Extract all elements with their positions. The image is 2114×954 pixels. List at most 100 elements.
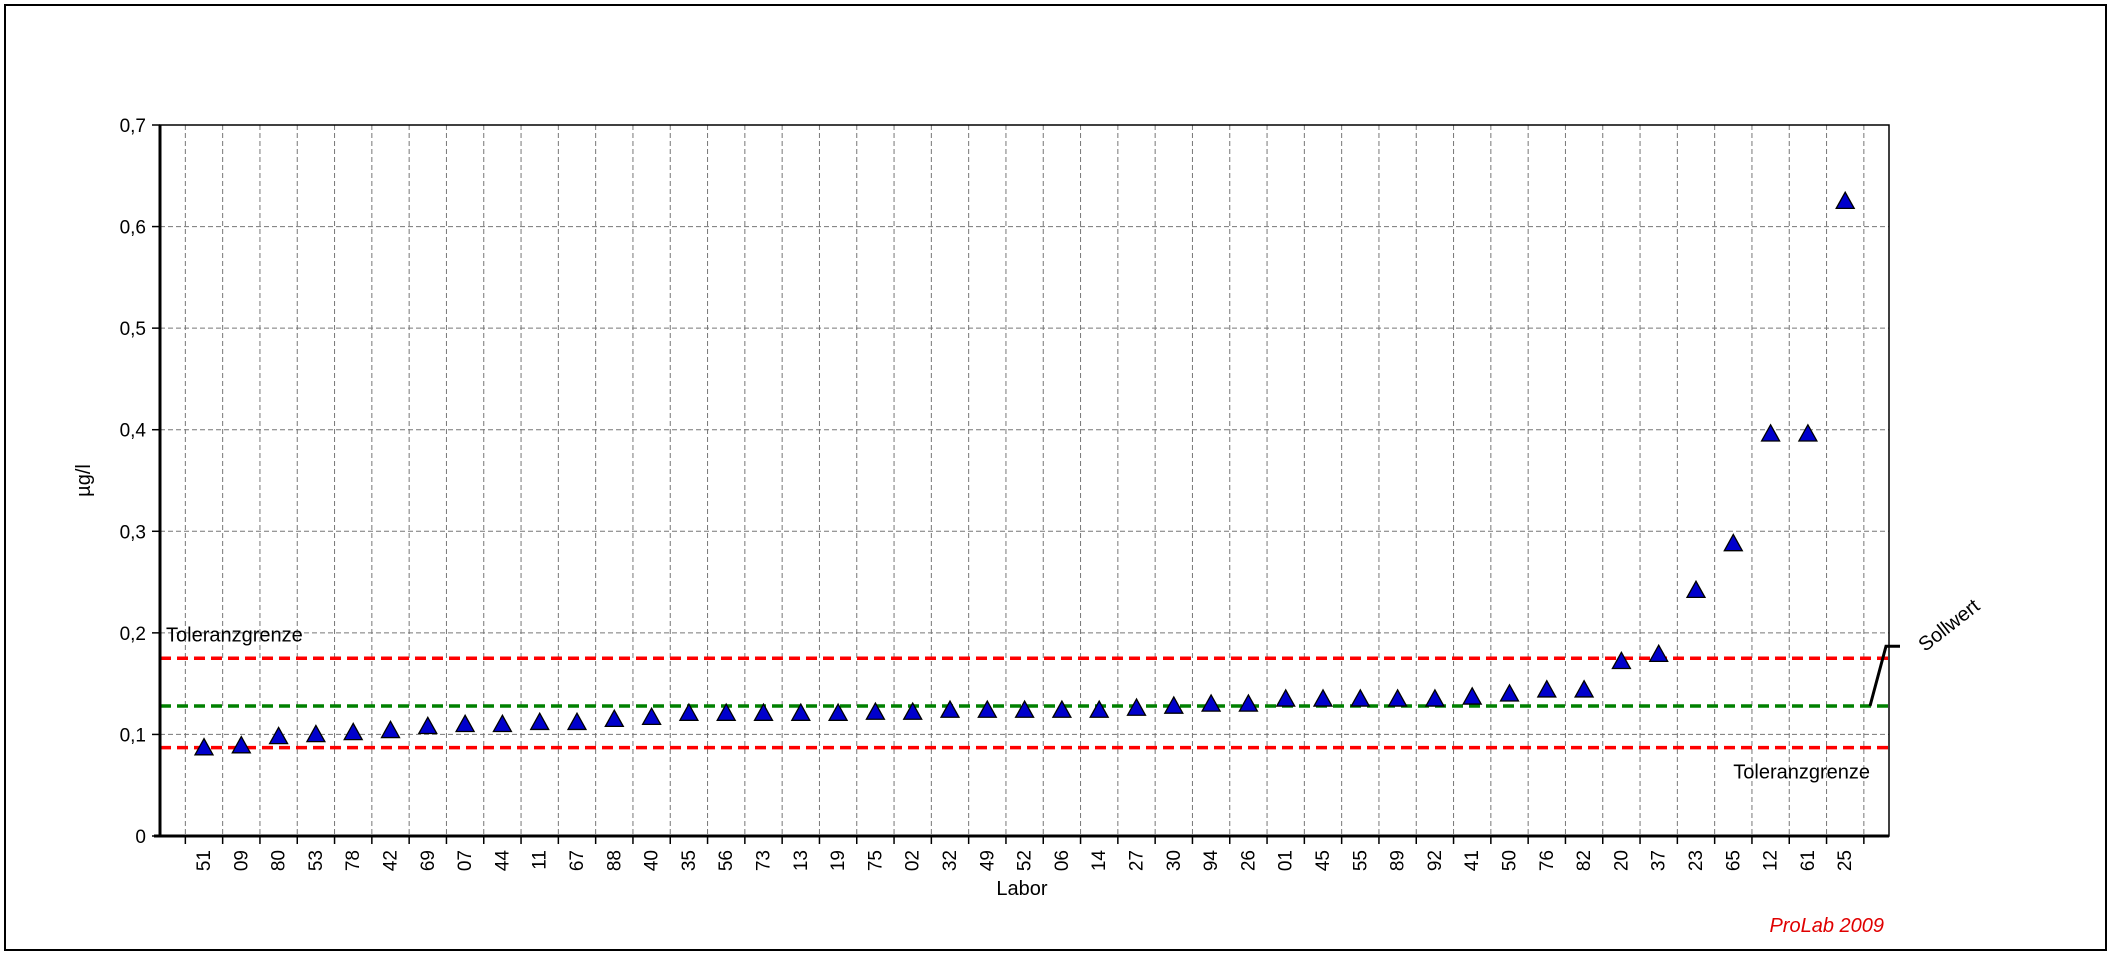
data-point: [529, 711, 550, 731]
x-tick-label: 19: [828, 850, 849, 871]
data-point: [1462, 686, 1483, 705]
x-tick-label: 76: [1537, 850, 1558, 871]
y-tick-label: 0,3: [120, 522, 146, 543]
x-tick-label: 35: [679, 850, 700, 871]
data-point: [566, 711, 588, 731]
x-tick-label: 80: [269, 850, 290, 871]
target-value-leader-line: [1868, 644, 1900, 707]
data-point: [678, 702, 700, 721]
x-tick-label: 42: [381, 850, 402, 871]
data-point: [1312, 688, 1334, 707]
data-point: [268, 726, 289, 745]
x-tick-label: 40: [642, 850, 663, 871]
data-point: [1051, 699, 1073, 718]
data-point: [1536, 679, 1557, 698]
data-point: [827, 702, 849, 721]
data-point: [716, 702, 737, 721]
data-point: [1014, 699, 1035, 718]
x-tick-label: 27: [1127, 850, 1148, 871]
x-tick-label: 53: [306, 850, 327, 871]
data-point: [1424, 688, 1446, 707]
x-tick-label: 37: [1649, 850, 1670, 871]
data-point: [343, 722, 364, 741]
x-tick-label: 88: [604, 850, 625, 871]
data-point: [1126, 697, 1147, 716]
x-tick-label: 55: [1350, 850, 1371, 871]
x-tick-label: 75: [865, 850, 886, 871]
x-tick-label: 61: [1798, 850, 1819, 871]
data-point: [1685, 579, 1707, 599]
data-point: [1611, 650, 1632, 670]
data-point: [1723, 533, 1744, 552]
data-point: [417, 715, 438, 735]
x-tick-label: 92: [1425, 850, 1446, 871]
x-tick-label: 44: [492, 850, 513, 872]
x-tick-label: 67: [567, 850, 588, 871]
y-axis-title: µg/l: [73, 464, 95, 497]
lower-tolerance-label: Toleranzgrenze: [1733, 762, 1870, 784]
credit-text: ProLab 2009: [1769, 915, 1884, 937]
data-point: [380, 720, 401, 739]
data-point: [1499, 683, 1520, 702]
x-tick-label: 23: [1686, 850, 1707, 871]
data-point: [492, 713, 513, 733]
x-tick-label: 02: [903, 850, 924, 871]
data-point: [641, 706, 662, 726]
grid: [160, 124, 1889, 836]
data-point: [305, 724, 327, 743]
y-tick-label: 0,7: [120, 116, 146, 137]
x-tick-label: 45: [1313, 850, 1334, 871]
data-point: [753, 702, 774, 721]
x-tick-label: 52: [1015, 850, 1036, 871]
data-point: [231, 735, 252, 754]
x-tick-label: 09: [231, 850, 252, 871]
x-axis-ticks: 51 09 80 53 78 42 69 07 44 11 67 88 40 35 56 73 13 19 75 02…: [184, 836, 1865, 872]
upper-tolerance-label: Toleranzgrenze: [166, 624, 303, 646]
y-axis-ticks: 0 0,1 0,2 0,3 0,4 0,5 0,6 0,7: [120, 116, 160, 848]
data-point: [790, 702, 811, 721]
data-point: [454, 713, 476, 733]
x-tick-label: 30: [1164, 850, 1185, 871]
data-point: [1200, 693, 1222, 712]
x-tick-label: 51: [194, 850, 215, 871]
data-point: [1275, 688, 1296, 707]
chart-frame: [4, 4, 2107, 951]
x-tick-label: 49: [977, 850, 998, 871]
x-tick-label: 50: [1500, 850, 1521, 871]
plot-area-border: [159, 124, 1890, 837]
x-tick-label: 82: [1574, 850, 1595, 871]
x-tick-label: 11: [530, 850, 551, 870]
data-point: [1573, 679, 1595, 698]
data-point: [1089, 699, 1110, 718]
x-tick-label: 06: [1052, 850, 1073, 871]
data-point: [1238, 693, 1259, 712]
data-point: [1350, 688, 1371, 707]
x-tick-label: 69: [418, 850, 439, 871]
data-point: [902, 701, 923, 720]
x-tick-label: 41: [1462, 850, 1483, 871]
y-tick-label: 0,6: [120, 218, 146, 239]
data-point: [1835, 190, 1856, 210]
data-point: [977, 699, 998, 718]
x-tick-label: 32: [940, 850, 961, 871]
x-tick-label: 65: [1723, 850, 1744, 871]
y-tick-label: 0,5: [120, 319, 146, 340]
x-tick-label: 14: [1089, 850, 1110, 872]
x-tick-label: 01: [1276, 850, 1297, 871]
data-point: [193, 737, 215, 756]
x-tick-label: 94: [1201, 850, 1222, 872]
x-tick-label: 13: [791, 850, 812, 871]
x-axis-title: Labor: [996, 878, 1047, 900]
x-tick-label: 73: [754, 850, 775, 871]
axes: [154, 124, 1890, 838]
data-point: [604, 708, 625, 728]
x-tick-label: 89: [1388, 850, 1409, 871]
data-point: [1797, 423, 1819, 442]
data-points: [193, 190, 1856, 756]
data-point: [865, 701, 886, 720]
y-tick-label: 0,2: [120, 624, 146, 645]
x-tick-label: 12: [1761, 850, 1782, 871]
data-point: [1163, 695, 1184, 714]
x-tick-label: 20: [1611, 850, 1632, 871]
